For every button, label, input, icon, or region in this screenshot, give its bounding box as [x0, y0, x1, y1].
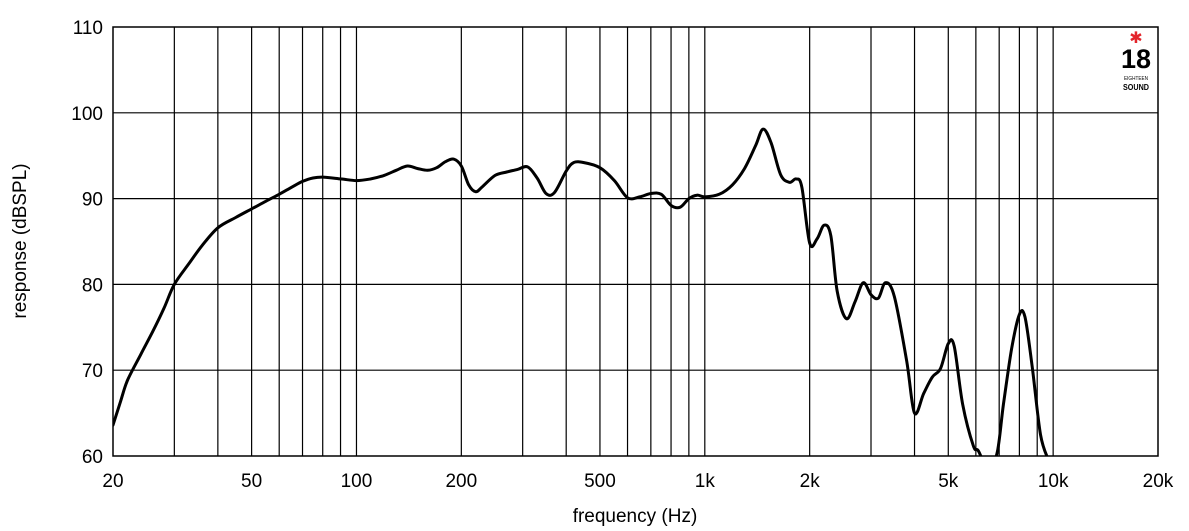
x-axis-label: frequency (Hz) [573, 506, 698, 527]
x-tick-label: 1k [695, 471, 716, 492]
x-tick-label: 500 [584, 471, 616, 492]
y-tick-label: 90 [82, 190, 103, 211]
logo-eighteen-text: EIGHTEEN [1124, 76, 1148, 82]
y-tick-label: 100 [71, 104, 103, 125]
x-tick-label: 20 [102, 471, 123, 492]
brand-logo: ✱ 18 EIGHTEEN SOUND [1121, 30, 1151, 92]
grid-lines [113, 27, 1158, 456]
x-tick-label: 2k [800, 471, 821, 492]
plot-frame [112, 26, 1159, 457]
x-tick-label: 10k [1038, 471, 1069, 492]
y-tick-label: 70 [82, 361, 103, 382]
series-group [113, 127, 1049, 456]
y-tick-labels: 60 70 80 90 100 110 [71, 18, 103, 468]
x-tick-label: 20k [1143, 471, 1174, 492]
x-tick-labels: 20 50 100 200 500 1k 2k 5k 10k 20k [102, 471, 1173, 492]
logo-number: 18 [1121, 44, 1151, 74]
y-tick-label: 110 [73, 18, 103, 39]
x-tick-label: 200 [445, 471, 477, 492]
logo-sound-text: SOUND [1123, 83, 1149, 92]
x-tick-label: 50 [241, 471, 262, 492]
logo-star-icon: ✱ [1129, 30, 1142, 47]
x-tick-label: 100 [341, 471, 373, 492]
y-axis-label: response (dBSPL) [10, 163, 31, 318]
response-curve-line [113, 127, 1049, 456]
y-tick-label: 80 [82, 275, 103, 296]
x-tick-label: 5k [938, 471, 959, 492]
y-tick-label: 60 [82, 447, 103, 468]
